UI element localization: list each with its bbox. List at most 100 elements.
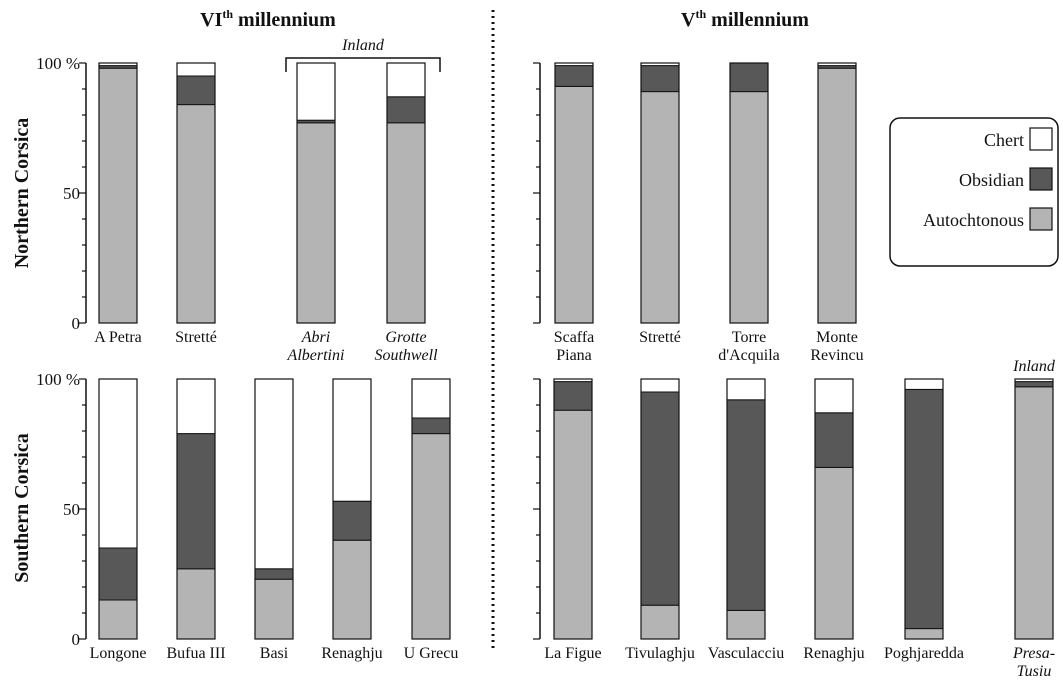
site-label: U Grecu	[404, 645, 459, 662]
site-label-line: Tivulaghju	[625, 645, 695, 662]
row-label-northern: Northern Corsica	[11, 118, 33, 269]
bars	[98, 62, 1054, 640]
site-label: Tivulaghju	[625, 645, 695, 662]
site-label-line: Grotte	[385, 329, 426, 346]
site-label-line: Longone	[90, 645, 147, 662]
bar-segment-chert	[814, 378, 854, 414]
site-label: Vasculacciu	[708, 645, 784, 662]
bar-segment-obsidian	[904, 388, 944, 630]
y-axis-south-left: 100 % 50 0	[36, 370, 87, 649]
tick-marks	[79, 62, 540, 640]
bar-outline	[296, 62, 336, 324]
bar-segment-chert	[176, 378, 216, 435]
title-right-rest: millennium	[706, 9, 809, 31]
bar-segment-chert	[176, 62, 216, 77]
bar-segment-autochtonous	[817, 67, 857, 324]
site-label: Poghjaredda	[884, 645, 964, 662]
bar-segment-obsidian	[726, 399, 766, 611]
site-label: Scaffa Piana	[554, 329, 595, 364]
site-label-line: Presa-	[1012, 645, 1055, 662]
inland-label-south: Inland	[1012, 358, 1056, 375]
site-label: Presa-Tusiu	[1012, 645, 1055, 680]
bar-segment-autochtonous	[553, 409, 593, 640]
bar-segment-obsidian	[1014, 381, 1054, 388]
site-label-line: Albertini	[287, 347, 345, 364]
legend-autochtonous-label: Autochtonous	[923, 210, 1024, 230]
site-label-line: Bufua III	[166, 645, 225, 662]
bar-segment-autochtonous	[411, 433, 451, 640]
site-label-line: Piana	[556, 347, 592, 364]
tick-label-100: 100 %	[36, 54, 80, 73]
site-label-line: Renaghju	[803, 645, 864, 662]
bar-segment-autochtonous	[554, 85, 594, 324]
tick-label-100: 100 %	[36, 370, 80, 389]
bar-segment-autochtonous	[98, 599, 138, 640]
site-label: A Petra	[94, 329, 142, 346]
bar-segment-obsidian	[553, 381, 593, 411]
bar-segment-autochtonous	[332, 539, 372, 640]
bar-segment-autochtonous	[640, 604, 680, 640]
site-labels: A Petra Stretté Abri Albertini Grotte Southwe…	[90, 329, 1055, 680]
site-label: Stretté	[175, 329, 217, 346]
title-left-main: VI	[200, 9, 222, 31]
site-label: Renaghju	[321, 645, 382, 662]
title-right-sup: th	[695, 7, 706, 21]
bar-segment-autochtonous	[1014, 386, 1054, 640]
bar-segment-autochtonous	[640, 91, 680, 324]
site-label-line: Renaghju	[321, 645, 382, 662]
bar-segment-chert	[296, 62, 336, 121]
site-label-line: Poghjaredda	[884, 645, 964, 662]
bar-segment-obsidian	[640, 65, 680, 93]
tick-label-50: 50	[63, 184, 80, 203]
bar-outline	[726, 378, 766, 640]
site-label-line: Stretté	[175, 329, 217, 346]
bar-segment-chert	[98, 378, 138, 549]
site-label: La Figue	[544, 645, 601, 662]
bar-segment-autochtonous	[176, 104, 216, 324]
inland-label-north: Inland	[341, 37, 385, 54]
bar-outline	[254, 378, 294, 640]
bar-outline	[176, 378, 216, 640]
bar-segment-chert	[386, 62, 426, 98]
tick-label-0: 0	[72, 630, 81, 649]
bar-segment-chert	[726, 378, 766, 401]
site-label: Monte Revincu	[810, 329, 863, 364]
bar-segment-obsidian	[98, 547, 138, 601]
site-label-line: d'Acquila	[718, 347, 780, 364]
bar-outline	[98, 378, 138, 640]
bar-segment-chert	[332, 378, 372, 502]
site-label-line: A Petra	[94, 329, 142, 346]
legend-autochtonous-swatch	[1029, 207, 1053, 231]
bar-outline	[176, 62, 216, 324]
bar-segment-chert	[904, 378, 944, 390]
bar-segment-obsidian	[411, 417, 451, 435]
title-fifth-millennium: Vth millennium	[681, 7, 809, 31]
site-label-line: Tusiu	[1017, 663, 1052, 680]
site-label-line: Scaffa	[554, 329, 595, 346]
site-label-line: Vasculacciu	[708, 645, 784, 662]
bar-segment-autochtonous	[386, 122, 426, 324]
site-label-line: Stretté	[639, 329, 681, 346]
bar-segment-obsidian	[554, 65, 594, 87]
bar-outline	[640, 378, 680, 640]
legend-frame	[889, 117, 1059, 267]
site-label: Renaghju	[803, 645, 864, 662]
tick-label-50: 50	[63, 500, 80, 519]
bar-outline	[1014, 378, 1054, 640]
bar-segment-autochtonous	[729, 91, 769, 324]
bar-segment-autochtonous	[296, 122, 336, 324]
y-axis-north-left: 100 % 50 0	[36, 54, 87, 333]
bar-segment-obsidian	[176, 433, 216, 570]
bar-segment-autochtonous	[726, 609, 766, 640]
bar-outline	[904, 378, 944, 640]
bar-segment-obsidian	[640, 391, 680, 606]
site-label-line: Abri	[301, 329, 330, 346]
bar-outline	[814, 378, 854, 640]
title-left-rest: millennium	[233, 9, 336, 31]
bar-outline	[386, 62, 426, 324]
site-label: Torre d'Acquila	[718, 329, 780, 364]
bar-segment-obsidian	[814, 412, 854, 468]
legend-obsidian-label: Obsidian	[959, 170, 1024, 190]
bar-segment-obsidian	[332, 500, 372, 541]
